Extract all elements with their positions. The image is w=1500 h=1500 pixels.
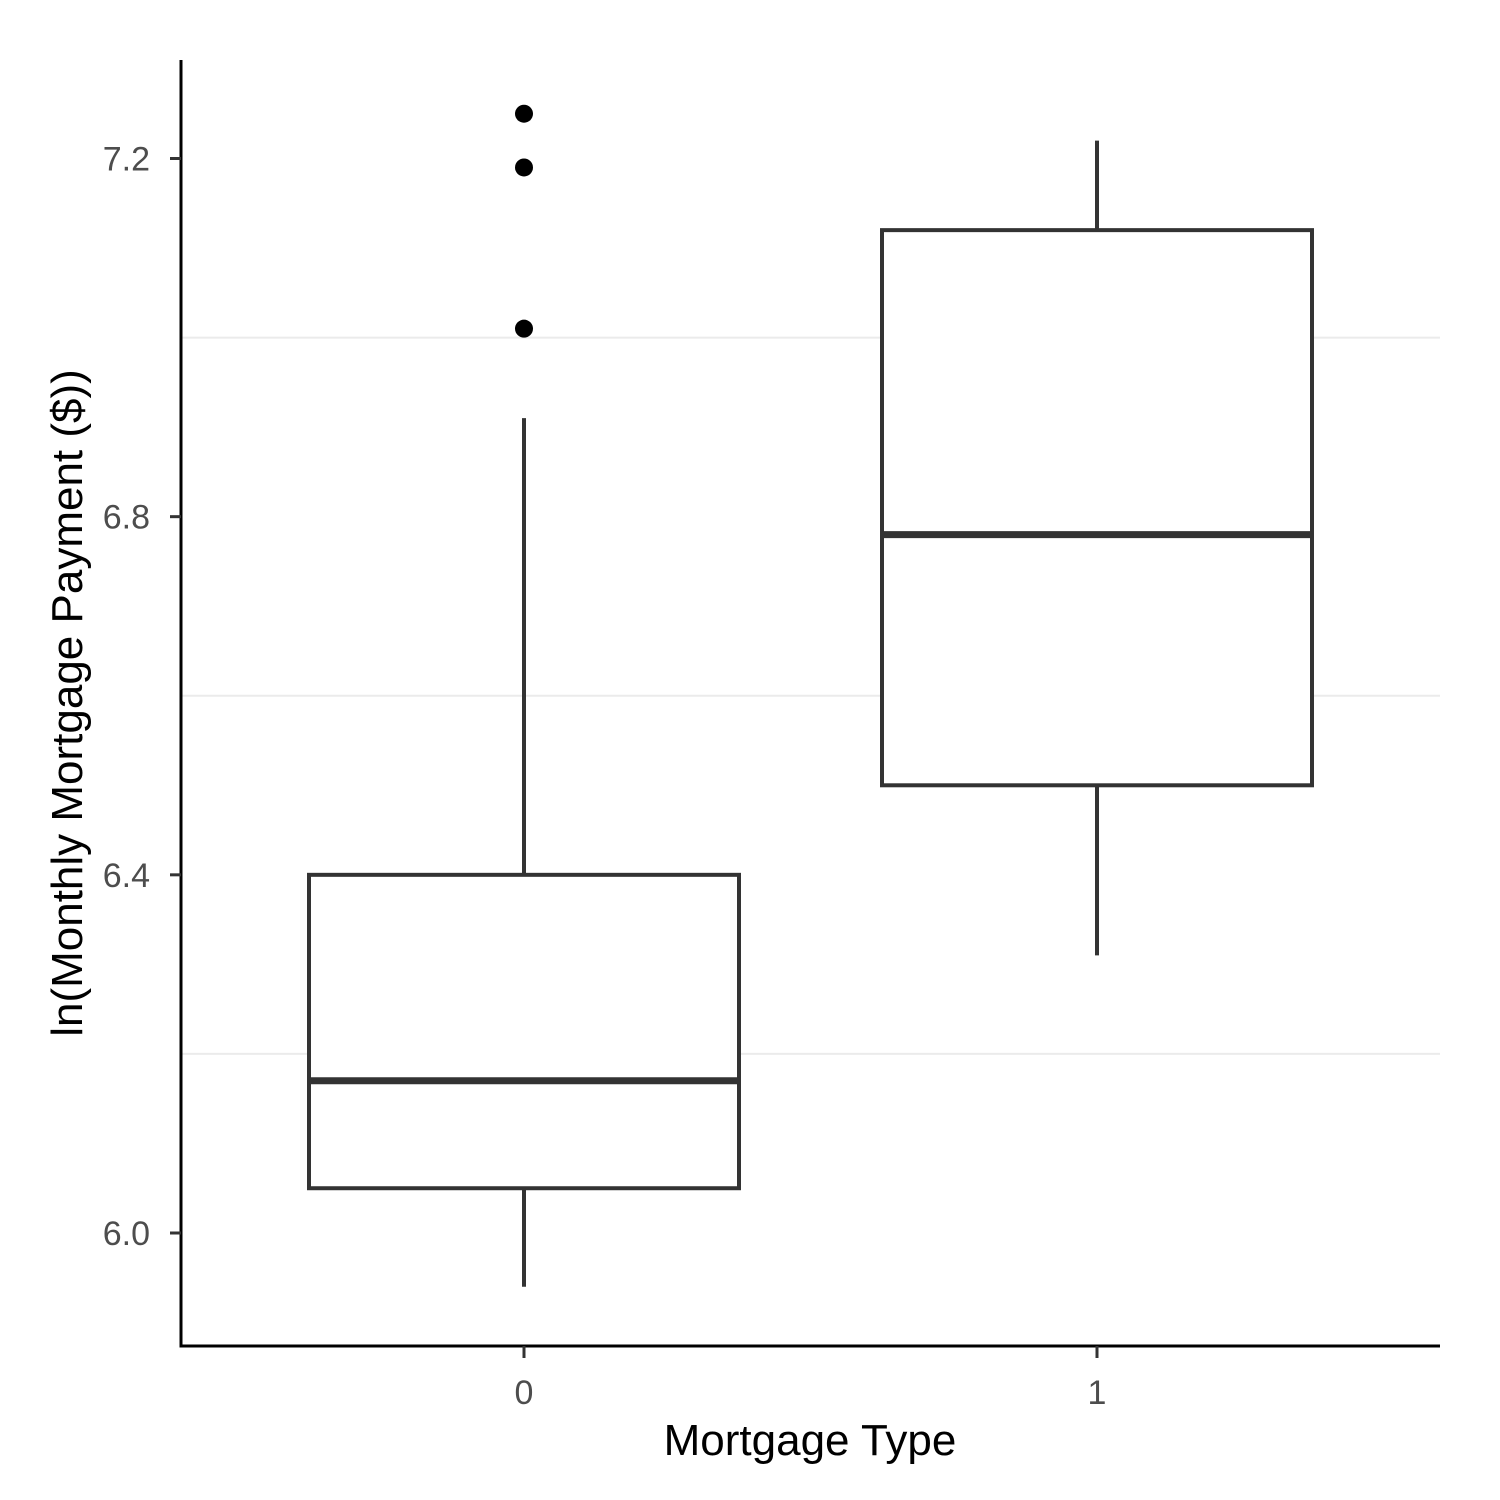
outlier-point [515, 104, 533, 123]
y-tick-label: 6.8 [103, 499, 150, 537]
y-tick-label: 6.0 [103, 1215, 150, 1253]
x-tick-label: 1 [1088, 1374, 1107, 1412]
boxes [307, 104, 1314, 1287]
iqr-box [880, 228, 1314, 788]
y-tick-label: 7.2 [103, 141, 150, 179]
outlier-point [515, 158, 533, 177]
axes [179, 60, 1440, 1348]
y-tick-label: 6.4 [103, 857, 150, 895]
x-axis-title: Mortgage Type [664, 1416, 957, 1465]
iqr-box [307, 872, 741, 1191]
outlier-point [515, 319, 533, 338]
ticks: 6.0 6.4 6.8 7.2 0 1 [103, 141, 1107, 1413]
y-axis-title: ln(Monthly Mortgage Payment ($)) [43, 369, 92, 1037]
box-group-0 [307, 104, 741, 1287]
box-group-1 [880, 140, 1314, 956]
x-tick-label: 0 [515, 1374, 534, 1412]
